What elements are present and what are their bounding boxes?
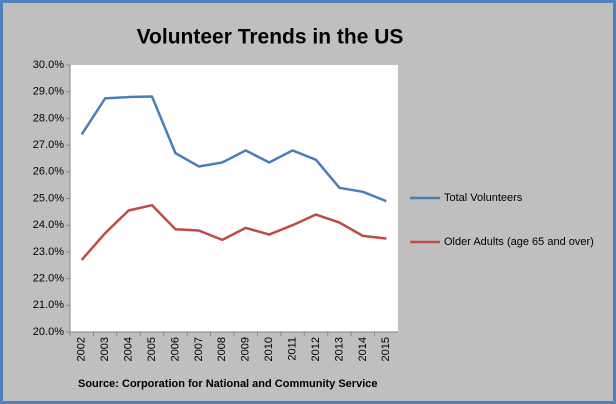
y-tick-label: 30.0% (33, 59, 64, 71)
y-tick-label: 29.0% (33, 86, 64, 98)
y-tick-label: 28.0% (33, 112, 64, 124)
series-line (80, 95, 387, 203)
x-tick-label: 2007 (193, 337, 205, 361)
legend-label: Total Volunteers (444, 192, 523, 204)
x-tick-label: 2003 (99, 337, 111, 361)
x-tick-label: 2008 (216, 337, 228, 361)
y-tick-label: 20.0% (33, 326, 64, 338)
y-tick-label: 26.0% (33, 166, 64, 178)
legend-label: Older Adults (age 65 and over) (444, 236, 594, 248)
x-tick-label: 2014 (357, 337, 369, 361)
x-tick-label: 2002 (76, 337, 88, 361)
y-tick-label: 21.0% (33, 299, 64, 311)
x-tick-label: 2013 (333, 337, 345, 361)
x-tick-label: 2011 (286, 337, 298, 361)
y-tick-label: 24.0% (33, 219, 64, 231)
y-tick-label: 22.0% (33, 273, 64, 285)
x-tick-label: 2010 (263, 337, 275, 361)
x-tick-label: 2012 (310, 337, 322, 361)
series-line (80, 203, 387, 261)
y-tick-label: 25.0% (33, 192, 64, 204)
x-tick-label: 2006 (169, 337, 181, 361)
y-tick-label: 27.0% (33, 139, 64, 151)
x-tick-label: 2005 (146, 337, 158, 361)
chart-title: Volunteer Trends in the US (137, 26, 404, 49)
y-tick-label: 23.0% (33, 246, 64, 258)
x-tick-label: 2015 (380, 337, 392, 361)
x-tick-label: 2004 (122, 337, 134, 361)
plot-area (70, 65, 398, 332)
source-note: Source: Corporation for National and Com… (78, 378, 378, 390)
x-tick-label: 2009 (240, 337, 252, 361)
